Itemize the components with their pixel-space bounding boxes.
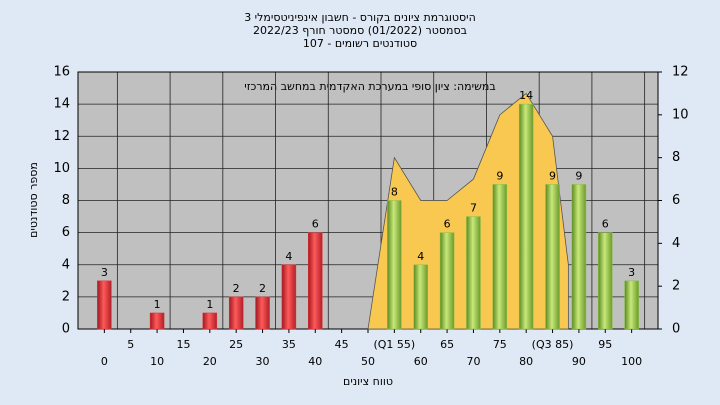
title-line: סטודנטים רשומים - 107 (303, 37, 417, 50)
value-label: 1 (154, 298, 161, 311)
x-tick-label: (Q3 85) (532, 338, 574, 351)
x-tick-label: 10 (150, 355, 164, 368)
value-label: 9 (549, 169, 556, 182)
x-tick-label: (Q1 55) (373, 338, 415, 351)
value-label: 9 (496, 169, 503, 182)
x-tick-label: 35 (282, 338, 296, 351)
bar (202, 312, 218, 330)
value-label: 9 (575, 169, 582, 182)
value-label: 14 (519, 89, 533, 102)
x-tick-label: 70 (466, 355, 480, 368)
bar (228, 296, 244, 330)
x-tick-label: 15 (176, 338, 190, 351)
value-label: 2 (259, 282, 266, 295)
bar (571, 184, 587, 330)
value-label: 6 (312, 218, 319, 231)
bar (413, 264, 428, 330)
x-tick-label: 0 (101, 355, 108, 368)
bar (387, 200, 402, 330)
y-tick-label: 12 (53, 129, 70, 144)
y2-tick-label: 0 (672, 322, 680, 337)
value-label: 4 (285, 250, 292, 263)
bar (308, 232, 323, 330)
x-tick-label: 65 (440, 338, 454, 351)
x-tick-label: 20 (203, 355, 217, 368)
x-tick-label: 95 (598, 338, 612, 351)
bar (492, 184, 508, 330)
title-line: בסמסטר (01/2022) סמסטר חורף 2022/23 (253, 24, 467, 37)
y2-tick-label: 4 (672, 236, 680, 251)
annotation: במשימה: ציון סופי במערכת האקדמית במחשב ה… (244, 80, 495, 93)
bar (149, 312, 165, 330)
x-tick-label: 60 (414, 355, 428, 368)
x-tick-label: 25 (229, 338, 243, 351)
y2-tick-label: 8 (672, 150, 680, 165)
y2-tick-label: 12 (672, 65, 689, 80)
value-label: 3 (628, 266, 635, 279)
value-label: 1 (206, 298, 213, 311)
y-tick-label: 6 (62, 225, 70, 240)
bar (545, 184, 560, 330)
value-label: 4 (417, 250, 424, 263)
y2-tick-label: 10 (672, 107, 689, 122)
x-tick-label: 100 (621, 355, 642, 368)
y-tick-label: 14 (53, 97, 70, 112)
x-tick-label: 90 (572, 355, 586, 368)
value-label: 8 (391, 186, 398, 199)
bar (281, 264, 297, 330)
bar (466, 216, 481, 330)
value-label: 6 (444, 218, 451, 231)
y-tick-label: 2 (62, 289, 70, 304)
y-tick-label: 16 (53, 65, 70, 80)
value-label: 7 (470, 202, 477, 215)
bar (97, 280, 112, 330)
value-label: 3 (101, 266, 108, 279)
x-tick-label: 80 (519, 355, 533, 368)
x-tick-label: 45 (335, 338, 349, 351)
x-tick-label: 30 (256, 355, 270, 368)
y2-tick-label: 2 (672, 279, 680, 294)
value-label: 2 (233, 282, 240, 295)
bar (598, 232, 613, 330)
y-axis-label: מספר סטודנטים (27, 162, 40, 238)
x-tick-label: 5 (127, 338, 134, 351)
bar (255, 296, 270, 330)
y2-tick-label: 6 (672, 193, 680, 208)
bar (439, 232, 455, 330)
y-tick-label: 8 (62, 193, 70, 208)
title-line: היסטוגרמת ציונים בקורס - חשבון אינפיניטס… (244, 11, 476, 24)
bar (518, 103, 534, 330)
y-tick-label: 0 (62, 322, 70, 337)
bar (624, 280, 639, 330)
y-tick-label: 4 (62, 257, 70, 272)
x-tick-label: 75 (493, 338, 507, 351)
x-tick-label: 50 (361, 355, 375, 368)
y-tick-label: 10 (53, 161, 70, 176)
x-axis-label: טווח ציונים (343, 375, 393, 388)
value-label: 6 (602, 218, 609, 231)
x-tick-label: 40 (308, 355, 322, 368)
